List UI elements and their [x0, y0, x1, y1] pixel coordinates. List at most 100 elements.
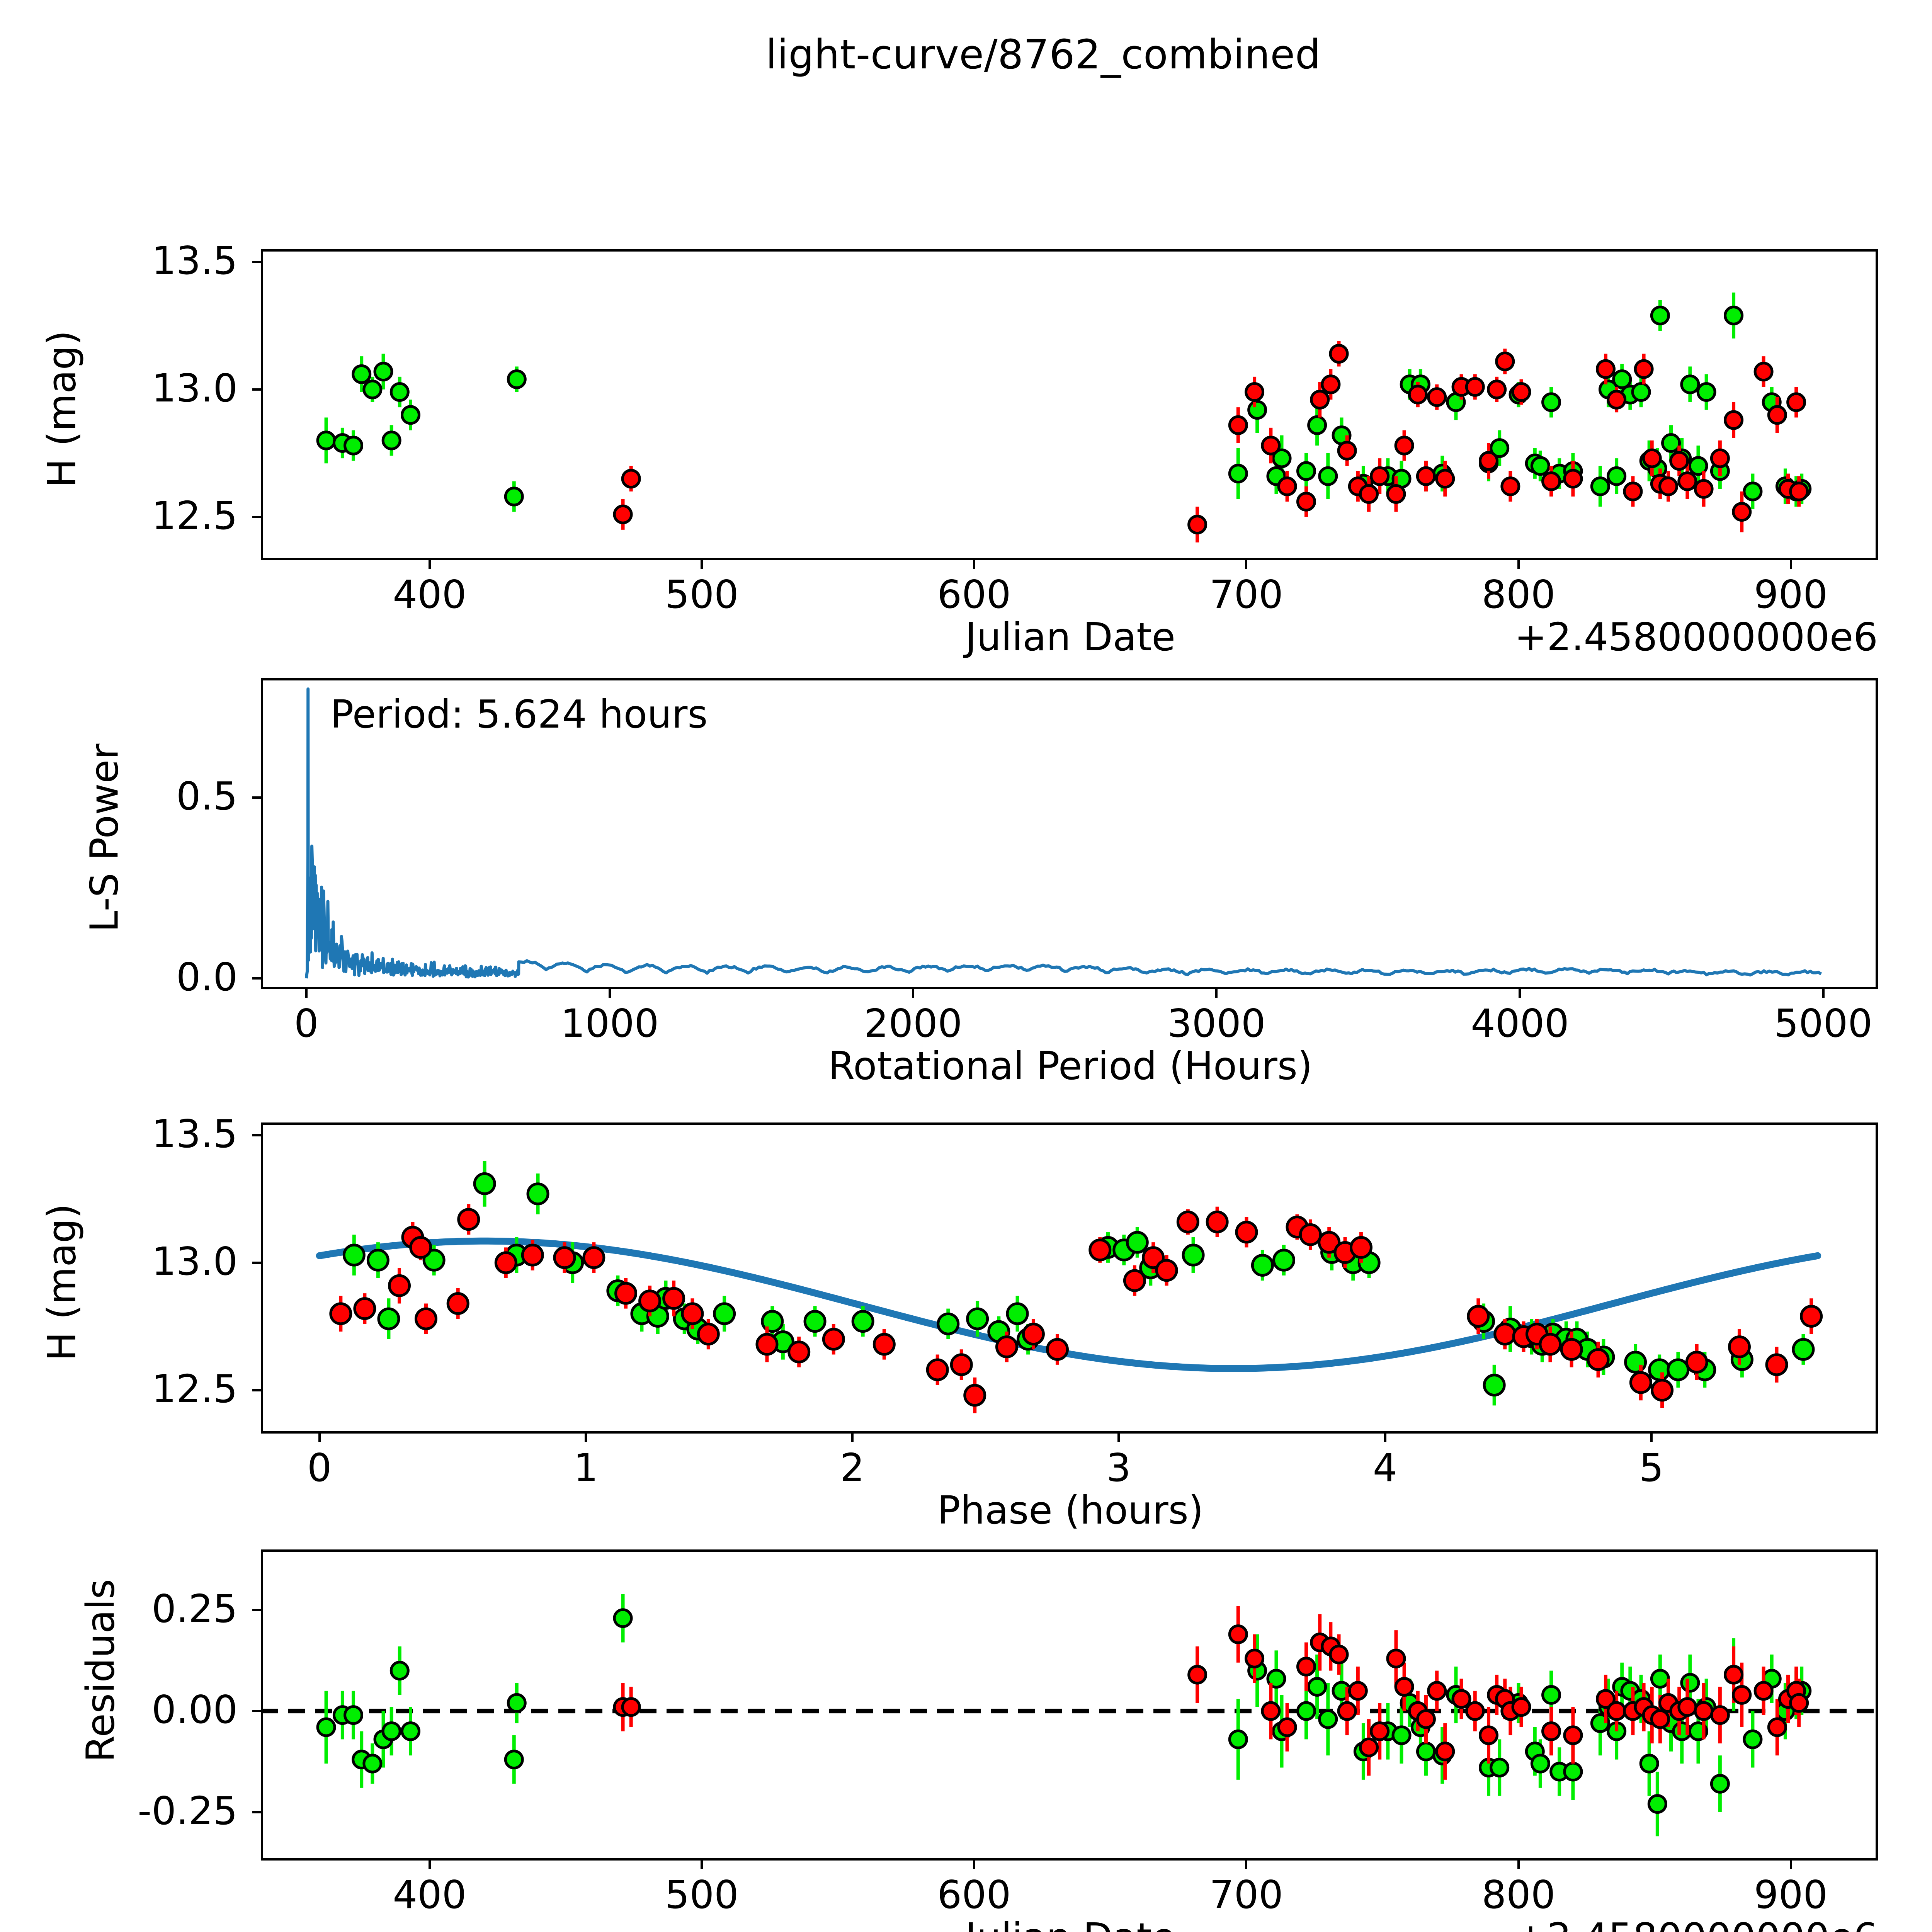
data-point	[504, 486, 524, 507]
data-point	[1710, 1774, 1730, 1794]
data-point	[1789, 481, 1809, 502]
data-point	[1465, 1701, 1485, 1721]
data-point	[1245, 382, 1265, 402]
data-point	[1724, 1665, 1744, 1685]
data-point	[1732, 502, 1752, 522]
data-point	[1607, 1701, 1627, 1721]
data-point	[662, 1287, 685, 1310]
data-point	[1321, 374, 1341, 395]
data-point	[1359, 1737, 1379, 1757]
ytick-mark	[252, 1134, 261, 1136]
data-point	[621, 1697, 641, 1717]
figure-title: light-curve/8762_combined	[765, 31, 1321, 78]
data-point	[1277, 1717, 1297, 1737]
data-point	[1261, 435, 1281, 456]
ytick-mark	[252, 1261, 261, 1264]
data-point	[1595, 1689, 1616, 1709]
data-point	[389, 1661, 410, 1681]
data-point	[621, 469, 641, 489]
data-point	[1465, 377, 1485, 397]
data-point	[1623, 481, 1643, 502]
data-point	[1658, 476, 1678, 497]
data-point	[344, 1705, 364, 1725]
data-point	[1694, 1701, 1714, 1721]
data-point	[1394, 435, 1414, 456]
data-point	[373, 362, 393, 382]
xtick-mark	[1117, 1434, 1120, 1442]
data-point	[1563, 1725, 1583, 1745]
data-point	[504, 1750, 524, 1770]
data-point	[1541, 1685, 1561, 1705]
data-point	[1307, 415, 1327, 435]
data-point	[389, 382, 410, 402]
data-point	[950, 1353, 973, 1376]
ytick-mark	[252, 1811, 261, 1813]
data-point	[381, 1721, 401, 1741]
data-point	[1607, 466, 1627, 486]
data-point	[1500, 476, 1520, 497]
xtick-mark	[973, 1861, 975, 1869]
ytick-mark	[252, 796, 261, 799]
data-point	[937, 1312, 960, 1335]
data-point	[1483, 1374, 1506, 1397]
panel-phase-folded	[261, 1122, 1878, 1434]
xtick-label: 700	[1209, 1872, 1283, 1917]
data-point	[409, 1236, 432, 1259]
xtick-label: 600	[937, 1872, 1011, 1917]
xtick-mark	[701, 560, 703, 569]
data-point	[1318, 466, 1338, 486]
data-point	[353, 1297, 376, 1320]
data-point	[1563, 469, 1583, 489]
ytick-label: 13.0	[151, 1238, 238, 1284]
data-point	[329, 1302, 352, 1325]
series-green	[316, 1594, 1812, 1837]
data-point	[1348, 1681, 1368, 1701]
data-point	[366, 1248, 389, 1272]
data-point	[1724, 306, 1744, 326]
xtick-label: 5	[1639, 1445, 1664, 1490]
data-point	[1487, 379, 1507, 400]
data-point	[1688, 456, 1708, 476]
data-point	[1296, 461, 1316, 481]
series-red	[613, 341, 1809, 543]
xtick-label: 800	[1481, 1872, 1556, 1917]
ytick-label: 13.0	[151, 365, 238, 411]
xtick-label: 400	[393, 572, 467, 617]
data-point	[1490, 1758, 1510, 1778]
data-point	[681, 1302, 704, 1325]
data-point	[352, 364, 372, 384]
data-point	[1753, 1681, 1774, 1701]
data-point	[1416, 1742, 1436, 1762]
series-red	[613, 1606, 1809, 1780]
phase-xlabel: Phase (hours)	[937, 1488, 1204, 1533]
data-point	[1642, 448, 1662, 468]
data-point	[638, 1289, 662, 1313]
data-point	[1767, 405, 1787, 425]
data-point	[1296, 1701, 1316, 1721]
data-point	[344, 435, 364, 456]
data-point	[1006, 1302, 1029, 1325]
data-point	[1386, 1648, 1406, 1668]
data-point	[1046, 1338, 1069, 1361]
data-point	[1251, 1254, 1274, 1277]
data-point	[1800, 1304, 1823, 1328]
data-point	[582, 1246, 605, 1269]
data-point	[1595, 359, 1616, 379]
data-point	[1710, 1705, 1730, 1725]
xtick-mark	[912, 989, 915, 998]
data-point	[1277, 476, 1297, 497]
xtick-mark	[1822, 989, 1825, 998]
data-point	[1394, 1677, 1414, 1697]
data-point	[1789, 1693, 1809, 1713]
xtick-label: 600	[937, 572, 1011, 617]
data-point	[1307, 1677, 1327, 1697]
data-point	[1680, 374, 1700, 395]
xtick-label: 4	[1372, 1445, 1398, 1490]
data-point	[342, 1243, 366, 1267]
data-point	[613, 504, 633, 524]
xtick-mark	[608, 989, 611, 998]
xtick-label: 900	[1754, 1872, 1828, 1917]
data-point	[1337, 1701, 1357, 1721]
xtick-label: 3	[1106, 1445, 1131, 1490]
xtick-label: 700	[1209, 572, 1283, 617]
